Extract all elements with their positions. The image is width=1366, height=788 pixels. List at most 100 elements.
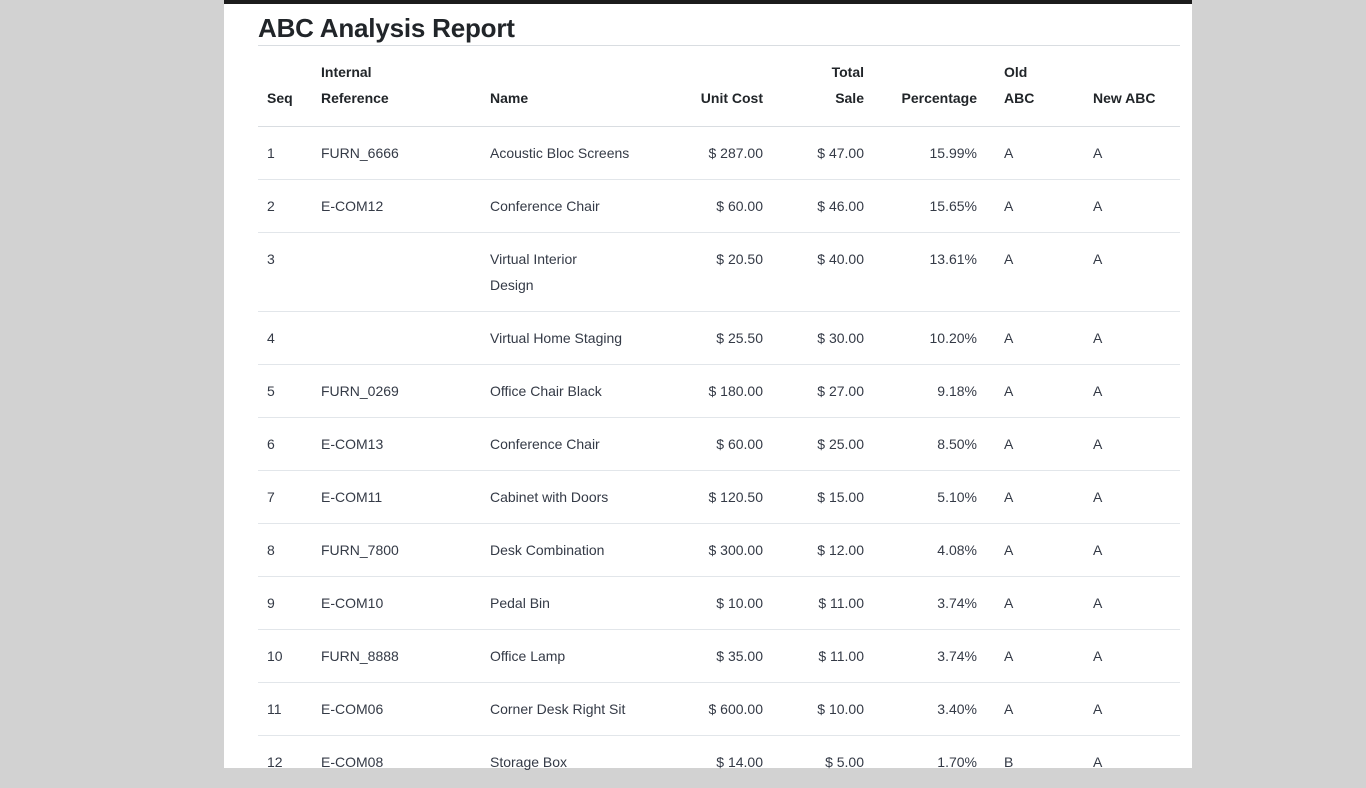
cell-name: Office Chair Black [490, 365, 666, 418]
cell-name: Cabinet with Doors [490, 471, 666, 524]
cell-new_abc: A [1093, 736, 1180, 788]
cell-total_sale: $ 30.00 [763, 312, 864, 365]
cell-percentage: 3.74% [864, 630, 977, 683]
cell-internal_reference: FURN_7800 [321, 524, 490, 577]
cell-percentage: 15.65% [864, 180, 977, 233]
cell-total_sale: $ 5.00 [763, 736, 864, 788]
cell-new_abc: A [1093, 127, 1180, 180]
cell-percentage: 4.08% [864, 524, 977, 577]
cell-old_abc: A [977, 471, 1093, 524]
cell-seq: 2 [258, 180, 321, 233]
cell-seq: 11 [258, 683, 321, 736]
cell-unit_cost: $ 20.50 [666, 233, 763, 312]
cell-old_abc: B [977, 736, 1093, 788]
cell-internal_reference: E-COM13 [321, 418, 490, 471]
cell-new_abc: A [1093, 524, 1180, 577]
column-header-total_sale: Total Sale [763, 46, 864, 127]
cell-old_abc: A [977, 630, 1093, 683]
cell-unit_cost: $ 35.00 [666, 630, 763, 683]
cell-name: Virtual Home Staging [490, 312, 666, 365]
column-header-percentage: Percentage [864, 46, 977, 127]
cell-seq: 6 [258, 418, 321, 471]
cell-old_abc: A [977, 127, 1093, 180]
cell-name: Office Lamp [490, 630, 666, 683]
cell-percentage: 15.99% [864, 127, 977, 180]
cell-name: Conference Chair [490, 180, 666, 233]
cell-name: Acoustic Bloc Screens [490, 127, 666, 180]
cell-percentage: 3.40% [864, 683, 977, 736]
cell-percentage: 13.61% [864, 233, 977, 312]
cell-old_abc: A [977, 577, 1093, 630]
cell-percentage: 1.70% [864, 736, 977, 788]
cell-unit_cost: $ 287.00 [666, 127, 763, 180]
page-title: ABC Analysis Report [258, 11, 1180, 45]
column-header-seq: Seq [258, 46, 321, 127]
cell-old_abc: A [977, 233, 1093, 312]
viewer-background: { "page": { "title": "ABC Analysis Repor… [0, 0, 1366, 768]
cell-new_abc: A [1093, 418, 1180, 471]
cell-internal_reference: FURN_6666 [321, 127, 490, 180]
cell-name: Storage Box [490, 736, 666, 788]
cell-percentage: 8.50% [864, 418, 977, 471]
cell-unit_cost: $ 60.00 [666, 180, 763, 233]
cell-new_abc: A [1093, 365, 1180, 418]
cell-seq: 5 [258, 365, 321, 418]
cell-name: Corner Desk Right Sit [490, 683, 666, 736]
cell-unit_cost: $ 14.00 [666, 736, 763, 788]
cell-total_sale: $ 47.00 [763, 127, 864, 180]
column-header-internal_reference: Internal Reference [321, 46, 490, 127]
cell-unit_cost: $ 180.00 [666, 365, 763, 418]
page-top-edge [224, 0, 1192, 4]
cell-total_sale: $ 10.00 [763, 683, 864, 736]
cell-name: Conference Chair [490, 418, 666, 471]
cell-seq: 8 [258, 524, 321, 577]
cell-seq: 7 [258, 471, 321, 524]
cell-total_sale: $ 27.00 [763, 365, 864, 418]
cell-total_sale: $ 46.00 [763, 180, 864, 233]
column-header-new_abc: New ABC [1093, 46, 1180, 127]
cell-total_sale: $ 15.00 [763, 471, 864, 524]
cell-seq: 9 [258, 577, 321, 630]
cell-internal_reference: FURN_8888 [321, 630, 490, 683]
column-header-unit_cost: Unit Cost [666, 46, 763, 127]
cell-old_abc: A [977, 524, 1093, 577]
cell-total_sale: $ 12.00 [763, 524, 864, 577]
cell-internal_reference [321, 233, 490, 312]
cell-old_abc: A [977, 365, 1093, 418]
cell-seq: 10 [258, 630, 321, 683]
cell-name: Pedal Bin [490, 577, 666, 630]
cell-old_abc: A [977, 683, 1093, 736]
column-header-old_abc: Old ABC [977, 46, 1093, 127]
cell-internal_reference: E-COM12 [321, 180, 490, 233]
cell-total_sale: $ 11.00 [763, 577, 864, 630]
cell-total_sale: $ 40.00 [763, 233, 864, 312]
cell-seq: 4 [258, 312, 321, 365]
cell-unit_cost: $ 600.00 [666, 683, 763, 736]
cell-unit_cost: $ 10.00 [666, 577, 763, 630]
cell-unit_cost: $ 300.00 [666, 524, 763, 577]
cell-percentage: 10.20% [864, 312, 977, 365]
cell-internal_reference: E-COM08 [321, 736, 490, 788]
cell-percentage: 9.18% [864, 365, 977, 418]
cell-new_abc: A [1093, 577, 1180, 630]
cell-seq: 1 [258, 127, 321, 180]
cell-new_abc: A [1093, 312, 1180, 365]
cell-total_sale: $ 25.00 [763, 418, 864, 471]
cell-unit_cost: $ 25.50 [666, 312, 763, 365]
cell-new_abc: A [1093, 233, 1180, 312]
cell-seq: 3 [258, 233, 321, 312]
cell-total_sale: $ 11.00 [763, 630, 864, 683]
